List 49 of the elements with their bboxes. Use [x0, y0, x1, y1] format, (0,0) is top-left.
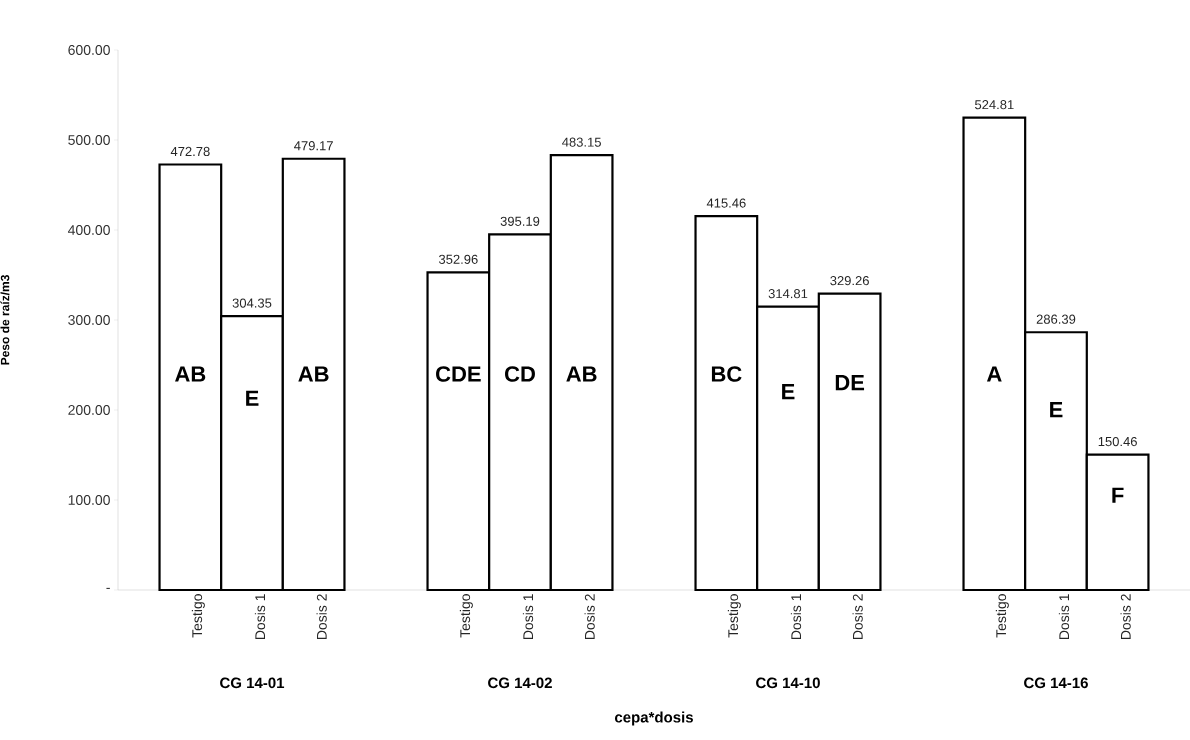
text: Dosis 2	[316, 594, 327, 640]
data-label: 314.81	[768, 289, 808, 299]
text: Dosis 2	[584, 594, 595, 640]
y-tick-label: -	[106, 587, 110, 589]
annotation: AB	[566, 366, 597, 382]
data-label: 524.81	[974, 100, 1014, 110]
x-tick-label: CG 14-10	[756, 677, 820, 689]
y-tick-label: 300.00	[68, 315, 110, 325]
text: Testigo	[727, 594, 741, 638]
data-label: 395.19	[500, 216, 540, 226]
x-tick-label: CG 14-16	[1024, 677, 1088, 689]
data-label: 483.15	[562, 137, 601, 147]
data-label: 352.96	[438, 254, 478, 264]
annotation: A	[986, 366, 1002, 382]
text: Testigo	[459, 594, 473, 638]
y-tick-label: 500.00	[68, 135, 110, 145]
data-label: 150.46	[1098, 436, 1137, 447]
y-tick-label: 600.00	[68, 45, 110, 55]
annotation: DE	[835, 374, 865, 391]
annotation: CDE	[436, 366, 481, 382]
text: Testigo	[995, 594, 1009, 638]
annotation: E	[1050, 402, 1063, 418]
annotation: E	[782, 384, 795, 400]
annotation: CD	[505, 366, 535, 382]
data-label: 329.26	[830, 276, 869, 286]
data-label: 479.17	[294, 141, 333, 151]
data-label: 472.78	[170, 146, 210, 157]
text: Dosis 1	[254, 594, 266, 640]
text: Dosis 1	[1058, 594, 1070, 640]
text: Dosis 2	[1120, 594, 1131, 640]
x-tick-label: CG 14-02	[488, 677, 552, 689]
annotation: F	[1112, 487, 1124, 503]
x-tick-label: CG 14-01	[220, 677, 285, 689]
y-tick-label: 400.00	[67, 225, 110, 235]
y-tick-label: 100.00	[68, 495, 110, 505]
text: Dosis 1	[522, 594, 534, 640]
text: Dosis 2	[852, 594, 863, 640]
annotation: BC	[711, 366, 742, 382]
y-axis-title: Peso de raíz/m3	[0, 275, 10, 365]
annotation: E	[246, 390, 259, 406]
text: Dosis 1	[790, 594, 802, 640]
y-tick-label: 200.00	[68, 405, 110, 415]
data-label: 286.39	[1036, 314, 1076, 324]
text: Testigo	[191, 594, 205, 638]
annotation: AB	[175, 366, 206, 382]
data-label: 304.35	[232, 298, 272, 308]
annotation: AB	[298, 366, 329, 382]
x-axis-title: cepa*dosis	[614, 711, 693, 726]
data-label: 415.46	[706, 198, 746, 208]
